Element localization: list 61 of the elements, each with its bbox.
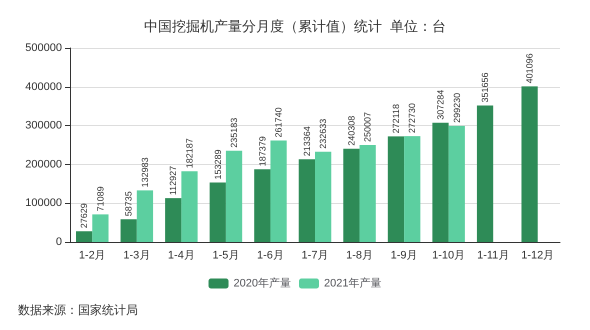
bar <box>210 182 226 242</box>
x-tick-label: 1-3月 <box>123 250 150 262</box>
bar <box>432 122 449 242</box>
bar <box>315 152 332 242</box>
y-tick-label: 500000 <box>25 42 62 54</box>
data-label: 71089 <box>95 186 106 212</box>
bar <box>298 159 315 242</box>
bar <box>448 126 465 242</box>
legend-label: 2020年产量 <box>234 276 292 290</box>
source-note: 数据来源：国家统计局 <box>18 303 138 317</box>
bar <box>76 231 92 242</box>
data-label: 250007 <box>362 112 373 142</box>
data-label: 213364 <box>302 126 312 156</box>
bar <box>120 219 137 242</box>
x-tick-label: 1-7月 <box>302 250 328 262</box>
y-tick-label: 100000 <box>25 197 62 210</box>
data-label: 132983 <box>140 157 150 188</box>
y-tick-label: 400000 <box>25 80 62 93</box>
y-tick-label: 300000 <box>25 120 62 132</box>
x-tick-label: 1-2月 <box>78 250 106 262</box>
x-tick-label: 1-6月 <box>257 250 284 262</box>
data-label: 235183 <box>229 118 240 148</box>
x-tick-label: 1-9月 <box>390 250 418 262</box>
bar <box>270 140 287 242</box>
bar <box>388 136 404 242</box>
bar <box>476 106 494 242</box>
data-label: 58735 <box>124 191 134 216</box>
data-label: 351656 <box>480 72 490 103</box>
x-tick-label: 1-8月 <box>346 250 373 262</box>
data-label: 401096 <box>524 53 535 84</box>
bar <box>254 169 270 242</box>
x-tick-label: 1-5月 <box>212 250 240 262</box>
x-tick-label: 1-11月 <box>477 250 510 262</box>
bar <box>181 171 198 242</box>
data-label: 272730 <box>407 103 418 134</box>
data-label: 261740 <box>274 107 284 138</box>
bar <box>165 198 182 242</box>
x-tick-label: 1-12月 <box>521 250 554 262</box>
x-tick-label: 1-4月 <box>168 250 195 262</box>
bar <box>360 144 376 242</box>
chart-title: 中国挖掘机产量分月度（累计值）统计 单位：台 <box>144 18 446 34</box>
data-label: 153289 <box>212 149 223 180</box>
y-tick-label: 200000 <box>25 158 62 170</box>
data-label: 299230 <box>452 92 462 123</box>
x-tick-label: 1-10月 <box>432 250 466 262</box>
legend-label: 2021年产量 <box>324 276 382 290</box>
data-label: 182187 <box>184 138 194 168</box>
bar <box>226 150 242 242</box>
bar <box>521 86 538 242</box>
data-label: 307284 <box>436 90 446 120</box>
data-label: 112927 <box>168 166 178 196</box>
data-label: 187379 <box>257 136 268 166</box>
y-tick-label: 0 <box>56 236 62 248</box>
bar <box>136 190 154 242</box>
data-label: 232633 <box>318 118 328 149</box>
bar <box>343 148 360 242</box>
bar <box>404 136 420 242</box>
bar <box>92 214 109 242</box>
data-label: 272118 <box>390 104 401 134</box>
data-label: 27629 <box>79 203 90 228</box>
data-label: 240308 <box>346 116 356 146</box>
